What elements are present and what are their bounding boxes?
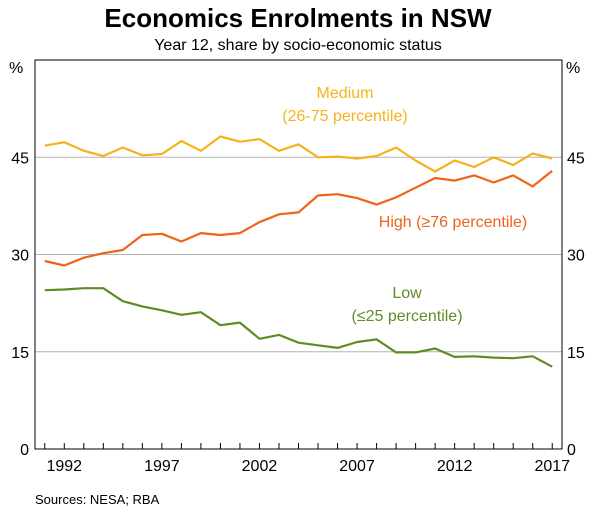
series-label-medium: Medium	[317, 85, 374, 102]
gridlines	[35, 156, 562, 353]
x-tick-label: 2012	[437, 458, 473, 475]
series-label-low: Low	[392, 285, 422, 302]
x-tick-label: 2007	[339, 458, 375, 475]
x-tick-label: 2002	[242, 458, 278, 475]
series-label-medium: (26-75 percentile)	[282, 108, 407, 125]
y-tick-label-right: 45	[567, 150, 585, 167]
x-tick-label: 1992	[46, 458, 82, 475]
series-labels: Medium (26-75 percentile) High (≥76 percen…	[282, 85, 527, 325]
series-line-medium	[44, 135, 553, 173]
x-axis-ticks: 1992 1997 2002 2007 2012 2017	[44, 443, 570, 475]
y-tick-label-left: 0	[20, 442, 29, 459]
y-axis-ticks: 0 0 15 15 30 30 45 45	[11, 150, 585, 459]
series-line-high	[44, 170, 553, 267]
x-tick-label: 2017	[534, 458, 570, 475]
y-tick-label-left: 45	[11, 150, 29, 167]
chart-subtitle: Year 12, share by socio-economic status	[154, 37, 442, 54]
y-tick-label-right: 0	[567, 442, 576, 459]
x-tick-label: 1997	[144, 458, 180, 475]
chart-title: Economics Enrolments in NSW	[104, 3, 492, 33]
y-axis-unit-right: %	[566, 60, 580, 77]
series-line-low	[44, 287, 553, 368]
series-label-high: High (≥76 percentile)	[379, 214, 527, 231]
y-tick-label-left: 15	[11, 345, 29, 362]
y-tick-label-left: 30	[11, 248, 29, 265]
y-tick-label-right: 30	[567, 248, 585, 265]
y-axis-unit-left: %	[9, 60, 23, 77]
source-note: Sources: NESA; RBA	[35, 492, 160, 507]
series-label-low: (≤25 percentile)	[351, 308, 462, 325]
y-tick-label-right: 15	[567, 345, 585, 362]
series-lines	[44, 135, 553, 368]
